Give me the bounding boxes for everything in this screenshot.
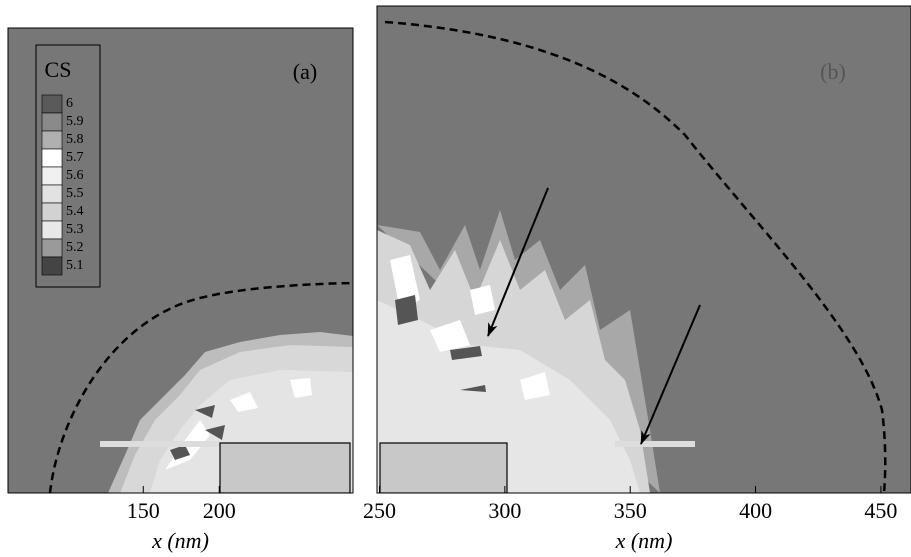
panel-label: (a) [293, 59, 317, 84]
legend-swatch [41, 94, 63, 114]
legend-label: 5.8 [66, 132, 84, 147]
legend-swatch [41, 112, 63, 132]
legend-label: 5.5 [66, 186, 84, 201]
legend-label: 5.9 [66, 114, 84, 129]
x-tick-label: 300 [488, 498, 521, 523]
x-axis-label: x (nm) [151, 528, 209, 553]
legend-label: 5.6 [66, 168, 84, 183]
x-tick-label: 250 [363, 498, 396, 523]
legend-label: 5.4 [66, 204, 84, 219]
legend-swatch [41, 238, 63, 258]
legend-swatch [41, 130, 63, 150]
legend-swatch [41, 166, 63, 186]
contour-field [377, 20, 887, 493]
contour-field [48, 281, 353, 493]
legend-swatch [41, 202, 63, 222]
legend-label: 5.1 [66, 258, 84, 273]
plot-frame [376, 5, 911, 494]
legend-swatch [41, 256, 63, 276]
legend-title: CS [45, 57, 72, 82]
x-tick-label: 150 [127, 498, 160, 523]
legend: CS 6 5.9 5.8 5.7 5.6 5.5 5.4 5.3 5.2 5.1 [35, 44, 101, 288]
legend-label: 5.3 [66, 222, 84, 237]
legend-swatch [41, 148, 63, 168]
legend-swatch [41, 220, 63, 240]
x-axis-label: x (nm) [615, 528, 673, 553]
panel-label: (b) [820, 59, 846, 84]
legend-label: 5.7 [66, 150, 84, 165]
x-tick-label: 200 [203, 498, 236, 523]
x-tick-label: 400 [739, 498, 772, 523]
x-tick-label: 350 [614, 498, 647, 523]
x-tick-label: 450 [864, 498, 897, 523]
legend-label: 5.2 [66, 240, 84, 255]
legend-swatch [41, 184, 63, 204]
legend-label: 6 [66, 96, 73, 111]
plot-frame [7, 27, 354, 494]
